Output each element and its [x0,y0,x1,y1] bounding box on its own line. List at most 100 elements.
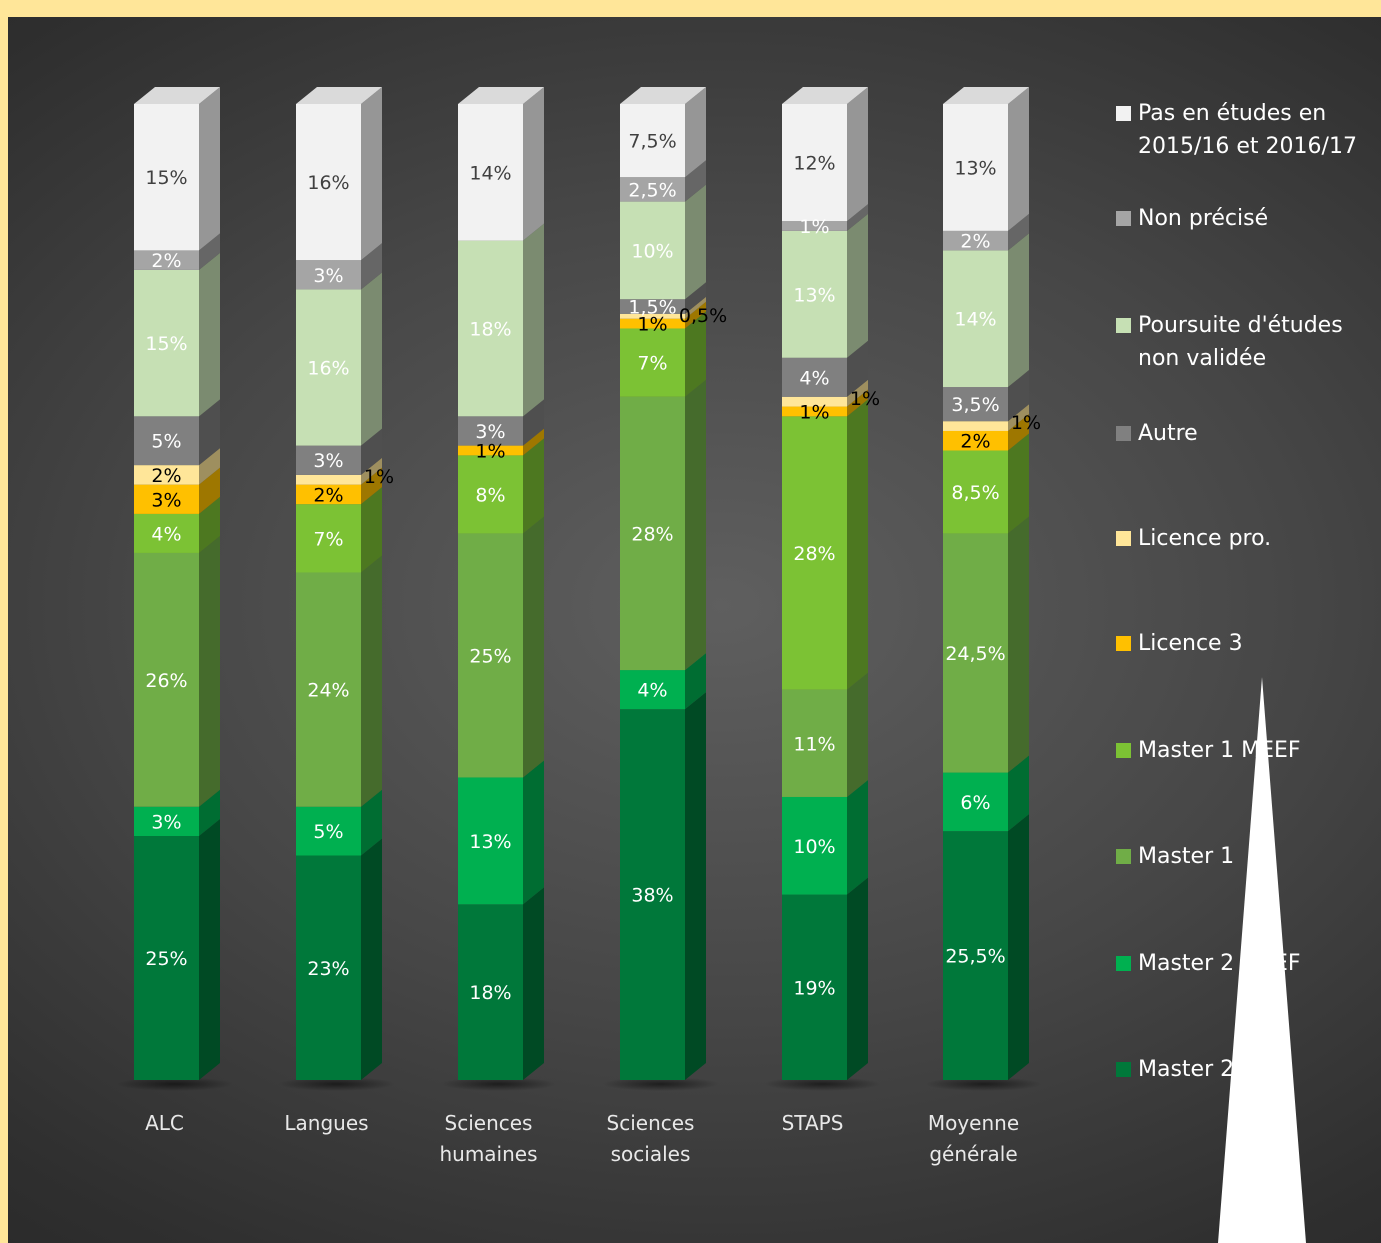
bar-shadow [440,1077,557,1091]
bar-segment-side [847,204,868,231]
data-label: 12% [793,153,835,175]
bar-segment-side [685,301,706,329]
bar-segment-side [361,87,382,261]
legend-swatch [1116,211,1131,226]
legend-swatch [1116,426,1131,441]
bar-segment-side [361,838,382,1080]
category-label: générale [929,1142,1017,1166]
data-label: 1% [1011,412,1041,434]
bar-segment [296,504,361,573]
category-label: Sciences [445,1111,533,1135]
legend-label: Poursuite d'études non validée [1138,313,1343,371]
bar-segment [782,416,847,690]
bar-segment-side [847,779,868,895]
bar-segment-side [847,399,868,690]
data-label: 1% [799,216,829,238]
bar-segment-side [199,252,220,417]
legend-label: Licence 3 [1138,631,1243,656]
data-label: 1% [637,314,667,336]
data-label: 4% [637,680,667,702]
bar-top-face [943,87,1029,104]
bar-segment-side [199,535,220,807]
bar-segment [620,177,685,202]
data-label: 3% [151,489,181,511]
data-label: 13% [469,831,511,853]
bar-segment [296,445,361,475]
bar-segment [134,836,199,1080]
data-label: 7% [313,528,343,550]
bar-segment-side [847,877,868,1080]
data-label: 23% [307,958,349,980]
bars-group [134,87,1029,1080]
bar-segment [134,484,199,514]
data-label: 15% [145,167,187,189]
data-label: 25,5% [945,946,1005,968]
bar-segment-side [523,428,544,456]
data-label: 2% [960,231,990,253]
bar-segment-side [1008,755,1029,832]
bar-segment [620,670,685,710]
bar-segment-side [685,311,706,397]
legend-swatch [1116,1062,1131,1077]
bar-segment [296,289,361,446]
data-label: 5% [313,821,343,843]
bar-segment-side [1008,433,1029,534]
bar-top-face [782,87,868,104]
data-label: 11% [793,733,835,755]
data-label: 3% [313,265,343,287]
bar-segment [782,406,847,417]
bar-segment-side [199,496,220,553]
data-label: 24,5% [945,643,1005,665]
bar-segment-side [685,296,706,319]
bar-segment [943,831,1008,1080]
data-label: 0,5% [679,305,727,327]
legend-label: Autre [1138,421,1198,446]
bar-segment-side [361,243,382,290]
bar-segment [620,318,685,329]
data-label: 2% [313,484,343,506]
bar-segment [134,806,199,836]
bar-segment-side [1008,516,1029,773]
data-label: 15% [145,333,187,355]
bar-segment-side [361,428,382,475]
bar-segment-side [361,487,382,573]
bar-segment [782,357,847,397]
data-label: 25% [469,645,511,667]
legend-swatch [1116,318,1131,333]
bar-segment [296,474,361,485]
bar-segment [458,533,523,778]
data-label: 24% [307,680,349,702]
legend-label: Master 1 [1138,844,1235,869]
bar-top-face [620,87,706,104]
legend-label: Master 2 [1138,1057,1235,1082]
stacked-bar-chart: 25%3%26%4%3%2%5%15%2%15%23%5%24%7%2%1%3%… [116,87,1042,1166]
bar-segment-side [361,467,382,505]
bar-segment-side [847,379,868,407]
data-label: 16% [307,172,349,194]
category-label: humaines [439,1142,537,1166]
data-label: 1% [364,466,394,488]
data-label: 2,5% [628,179,676,201]
data-label: 2% [151,250,181,272]
legend-swatch [1116,636,1131,651]
category-label: ALC [145,1111,184,1135]
bar-segment [296,806,361,856]
legend-swatch [1116,531,1131,546]
bar-segment-side [361,272,382,446]
bar-segment-side [1008,87,1029,231]
data-label: 7,5% [628,131,676,153]
bar-segment [296,855,361,1080]
bar-segment [134,513,199,553]
bar-segment [943,421,1008,431]
data-label: 26% [145,670,187,692]
white-triangle-shape [1218,677,1306,1243]
legend-label: Licence pro. [1138,526,1272,551]
category-label: STAPS [782,1111,844,1135]
bar-shadow [116,1077,233,1091]
bar-segment [943,104,1008,231]
data-label: 2% [960,431,990,453]
data-label: 8% [475,484,505,506]
bar-segment-side [361,457,382,485]
bar-segment [620,313,685,319]
bar-segment-side [523,516,544,778]
